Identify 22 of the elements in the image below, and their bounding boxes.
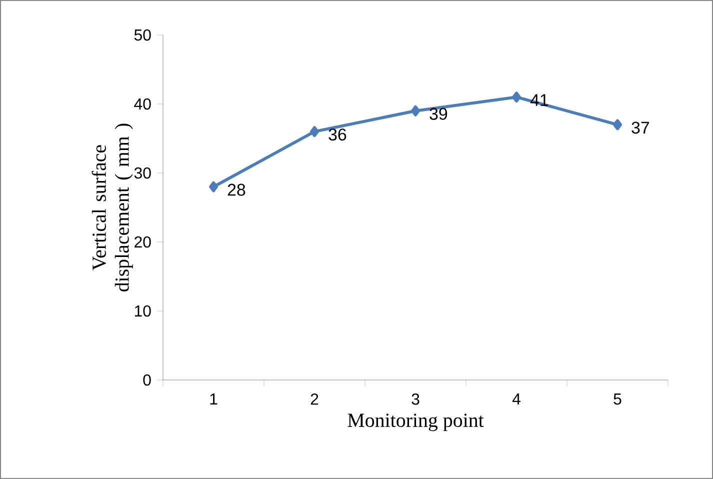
x-tick-label: 5 — [614, 394, 622, 405]
x-tick-label: 4 — [512, 394, 520, 404]
y-axis-title: Vertical surface displacement ( mm ) — [92, 124, 133, 292]
y-tick-label: 30 — [134, 167, 151, 179]
point — [310, 126, 320, 138]
y-tick-label: 20 — [134, 236, 151, 248]
data-label: 36 — [328, 128, 346, 141]
x-axis-title: Monitoring point — [348, 414, 484, 432]
point — [613, 119, 622, 130]
x-tick-label: 3 — [412, 394, 420, 405]
data-label: 39 — [430, 108, 448, 120]
point — [512, 92, 522, 103]
data-label: 37 — [632, 122, 650, 134]
y-tick-label: 40 — [134, 98, 151, 110]
y-tick-label: 0 — [143, 374, 151, 386]
data-label: 28 — [228, 184, 246, 196]
point — [411, 105, 420, 116]
x-tick-label: 2 — [310, 394, 318, 405]
x-tick-label: 1 — [210, 394, 218, 404]
y-tick-label: 50 — [134, 29, 151, 41]
y-tick-label: 10 — [134, 305, 151, 317]
point — [209, 181, 218, 192]
